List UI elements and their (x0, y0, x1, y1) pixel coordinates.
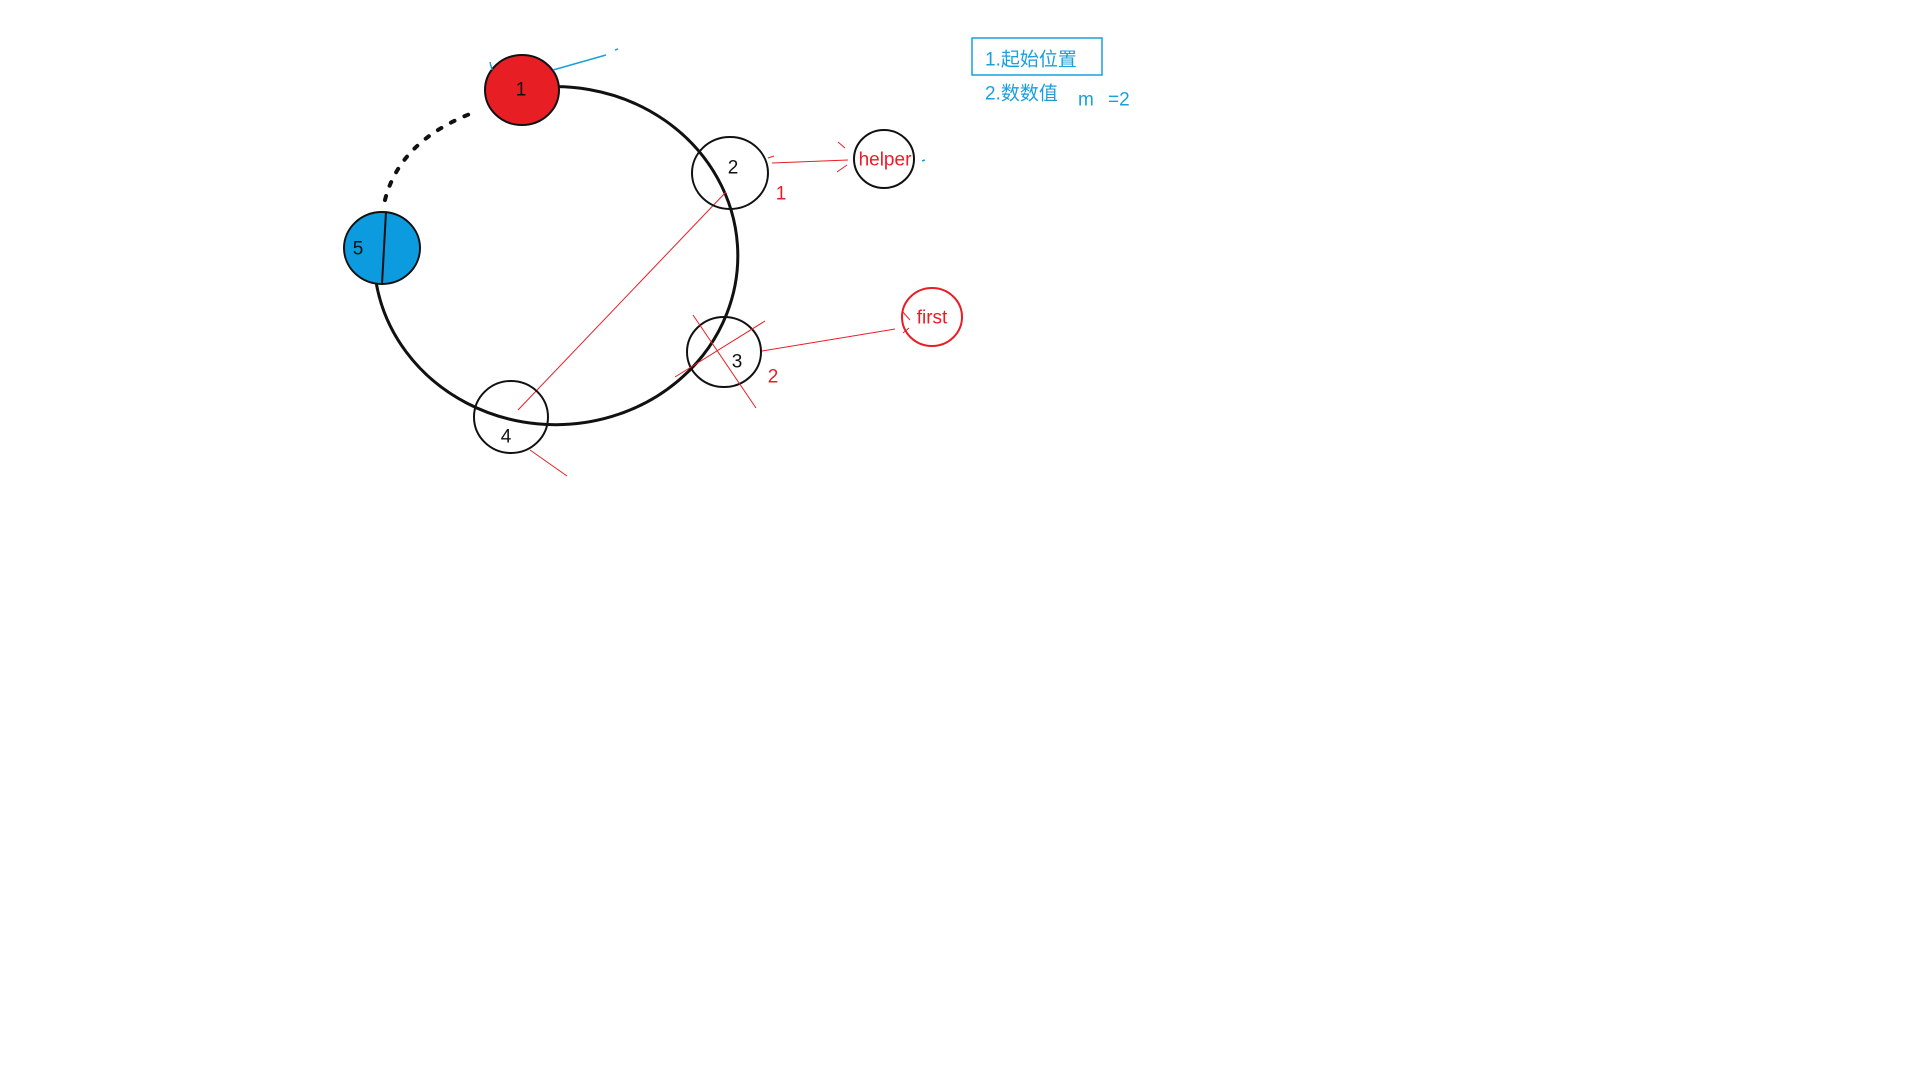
first-label: first (917, 308, 948, 329)
first-step-label: 2 (768, 367, 779, 388)
notes-line-2: 2.数数值 (985, 83, 1058, 105)
node-4-circle (473, 380, 549, 454)
node-3-strike-a (692, 314, 757, 409)
first-pointer: first (901, 287, 963, 347)
link-line-2-to-4 (517, 191, 727, 411)
node-1: 1 (484, 54, 560, 126)
helper-arrow-marks (767, 141, 848, 173)
node-4-label: 4 (501, 427, 512, 448)
node-3-circle (686, 316, 762, 388)
ring-solid-arc (372, 85, 740, 427)
node-2-label: 2 (728, 158, 739, 179)
node-3-strike-b (674, 320, 766, 378)
node-5-label: 5 (353, 239, 364, 260)
node-2: 2 (691, 136, 769, 210)
node-1-circle (484, 54, 560, 126)
first-circle (901, 287, 963, 347)
node-2-circle (691, 136, 769, 210)
node-4: 4 (473, 380, 549, 454)
node-3-label: 3 (732, 352, 743, 373)
helper-pointer: helper (853, 129, 915, 189)
node-3: 3 (674, 314, 766, 409)
tail-line-4 (529, 449, 568, 477)
helper-circle (853, 129, 915, 189)
blue-scribble (489, 48, 619, 71)
notes-m-value: =2 (1108, 90, 1130, 111)
node-1-label: 1 (516, 80, 527, 101)
node-5: 5 (343, 211, 421, 285)
notes-line-1: 1.起始位置 (985, 49, 1077, 71)
notes-m-label: m (1078, 90, 1094, 111)
helper-step-label: 1 (776, 184, 787, 205)
notes-box (971, 37, 1103, 76)
blue-tick-helper (921, 159, 926, 162)
ring-dashed-arc (383, 110, 477, 202)
helper-label: helper (859, 150, 912, 171)
node-5-ring-crossing (381, 211, 387, 285)
first-pointer-line (761, 328, 896, 352)
helper-pointer-line (771, 159, 849, 164)
